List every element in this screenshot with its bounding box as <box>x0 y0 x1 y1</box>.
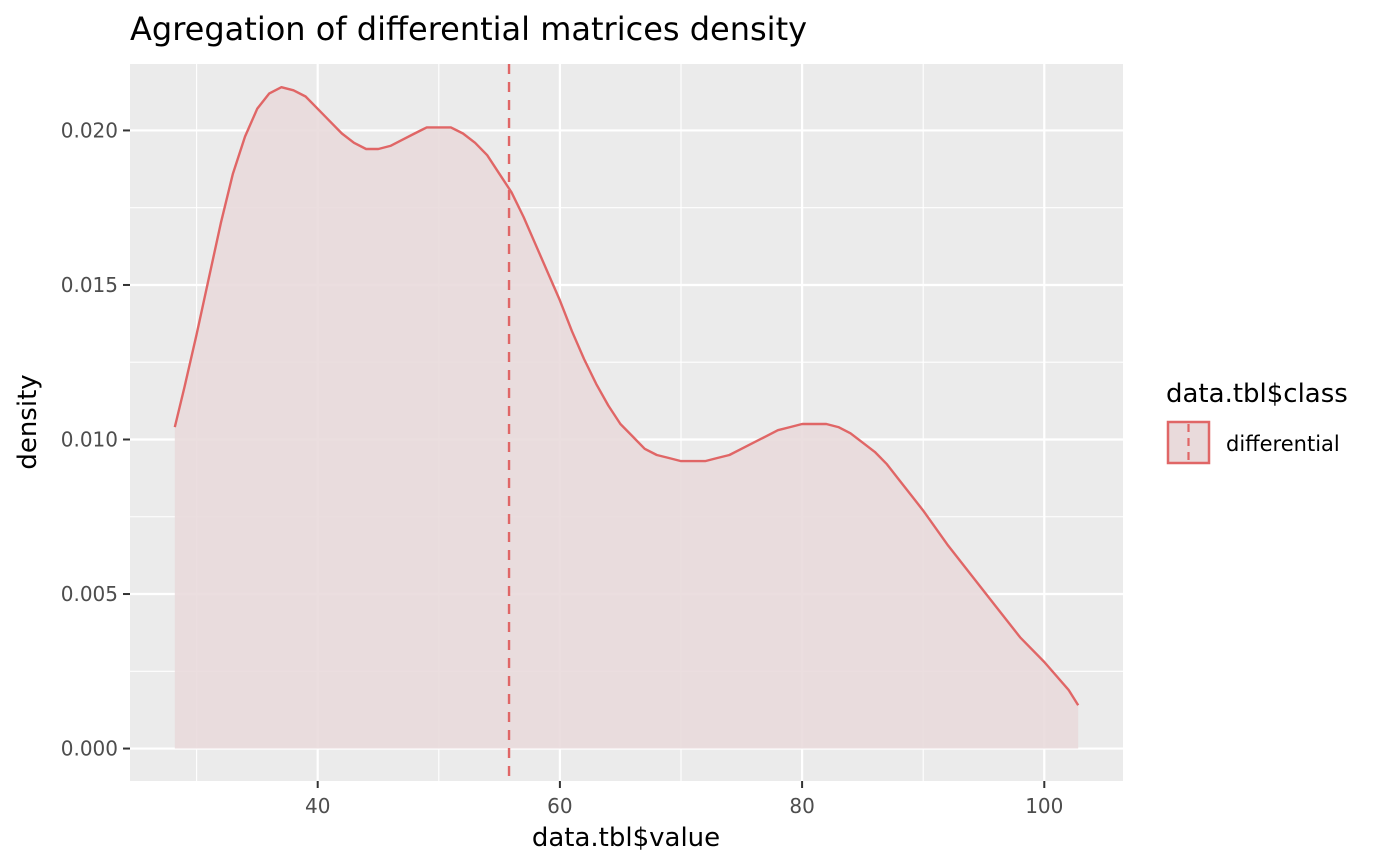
x-tick-label: 40 <box>305 794 330 818</box>
legend-title: data.tbl$class <box>1166 379 1348 409</box>
density-area-fill <box>174 87 1079 749</box>
legend-label-differential: differential <box>1226 432 1340 456</box>
y-tick-label: 0.020 <box>61 118 118 142</box>
y-axis-title: density <box>13 374 43 469</box>
x-axis-ticks: 40 60 80 100 <box>305 781 1063 818</box>
y-tick-label: 0.010 <box>61 427 118 451</box>
chart-title: Agregation of differential matrices dens… <box>130 10 807 48</box>
x-axis-title: data.tbl$value <box>532 823 720 853</box>
y-tick-label: 0.000 <box>61 737 118 761</box>
y-axis-ticks: 0.000 0.005 0.010 0.015 0.020 <box>61 118 130 761</box>
x-tick-label: 100 <box>1025 794 1063 818</box>
y-tick-label: 0.005 <box>61 582 118 606</box>
y-tick-label: 0.015 <box>61 273 118 297</box>
legend: data.tbl$class differential <box>1166 379 1348 465</box>
x-tick-label: 60 <box>547 794 572 818</box>
density-line <box>173 86 1080 706</box>
x-tick-label: 80 <box>789 794 814 818</box>
